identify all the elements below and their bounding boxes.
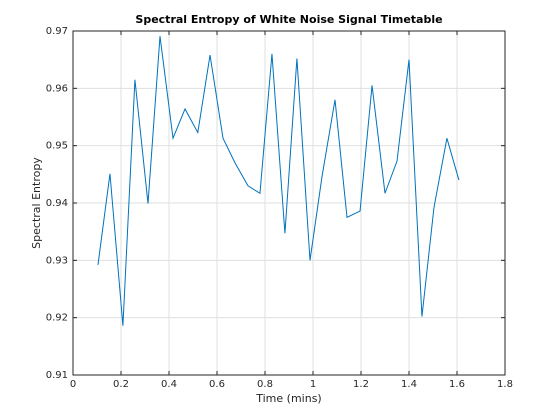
- y-tick-label: 0.95: [46, 141, 68, 152]
- y-tick-label: 0.97: [46, 26, 68, 37]
- x-tick-label: 1: [310, 379, 316, 390]
- x-tick-label: 0.2: [113, 379, 129, 390]
- y-tick-label: 0.96: [46, 83, 68, 94]
- data-line: [97, 36, 460, 326]
- x-tick-label: 1.8: [497, 379, 513, 390]
- x-tick-label: 1.4: [401, 379, 417, 390]
- y-axis-label: Spectral Entropy: [30, 157, 43, 249]
- y-tick-label: 0.91: [46, 370, 68, 381]
- x-axis-label: Time (mins): [255, 392, 321, 405]
- y-tick-label: 0.94: [46, 198, 68, 209]
- x-tick-label: 1.6: [449, 379, 465, 390]
- x-tick-label: 0: [70, 379, 76, 390]
- x-tick-label: 1.2: [353, 379, 369, 390]
- chart-title: Spectral Entropy of White Noise Signal T…: [135, 13, 442, 26]
- y-tick-label: 0.93: [46, 255, 68, 266]
- y-tick-label: 0.92: [46, 313, 68, 324]
- x-tick-label: 0.4: [161, 379, 177, 390]
- x-tick-label: 0.6: [209, 379, 225, 390]
- x-tick-label: 0.8: [257, 379, 273, 390]
